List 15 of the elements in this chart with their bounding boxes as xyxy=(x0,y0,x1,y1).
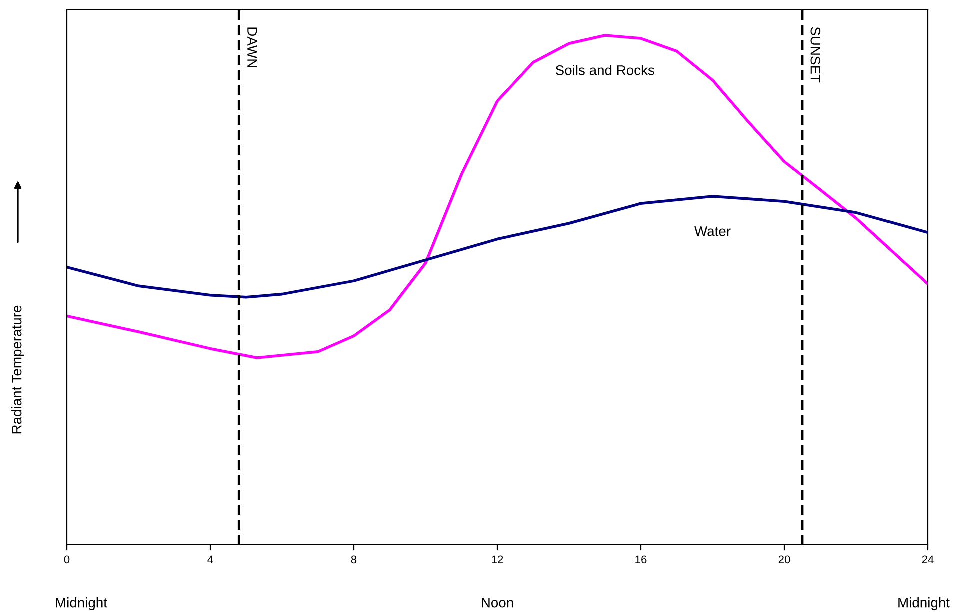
x-tick-label: 24 xyxy=(922,556,934,564)
text: Midnight xyxy=(898,598,950,610)
ref-line-label: DAWN xyxy=(248,28,258,68)
ref-line-label: SUNSET xyxy=(810,27,821,83)
text: Noon xyxy=(482,598,514,608)
text: Midnight xyxy=(56,598,108,610)
x-tick-label: 16 xyxy=(636,556,647,564)
y-axis-title: Radiant Temperature xyxy=(12,306,24,434)
x-tick-label: 12 xyxy=(492,556,504,564)
text: Water xyxy=(694,226,731,236)
series-label: Soils and Rocks xyxy=(556,65,654,76)
x-tick-label: 4 xyxy=(208,556,214,564)
x-tick-label: 20 xyxy=(778,556,790,564)
x-tick-label: 0 xyxy=(64,556,70,564)
x-tick-label: 8 xyxy=(351,556,357,564)
